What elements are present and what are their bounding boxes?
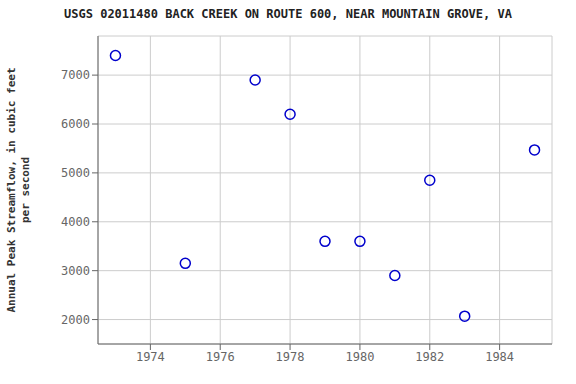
svg-text:3000: 3000 (61, 264, 90, 278)
svg-text:1984: 1984 (485, 350, 514, 364)
svg-text:1978: 1978 (276, 350, 305, 364)
svg-text:1974: 1974 (136, 350, 165, 364)
svg-text:1976: 1976 (206, 350, 235, 364)
svg-text:4000: 4000 (61, 215, 90, 229)
svg-text:2000: 2000 (61, 313, 90, 327)
svg-text:5000: 5000 (61, 166, 90, 180)
svg-text:1980: 1980 (345, 350, 374, 364)
html-text:USGS 02011480 BACK CREEK ON RO: USGS 02011480 BACK CREEK ON ROUTE 600, N… (64, 7, 512, 21)
svg-text:Annual Peak Streamflow, in cub: Annual Peak Streamflow, in cubic feetper… (8, 67, 32, 312)
svg-text:1982: 1982 (415, 350, 444, 364)
svg-text:6000: 6000 (61, 117, 90, 131)
svg-text:7000: 7000 (61, 68, 90, 82)
